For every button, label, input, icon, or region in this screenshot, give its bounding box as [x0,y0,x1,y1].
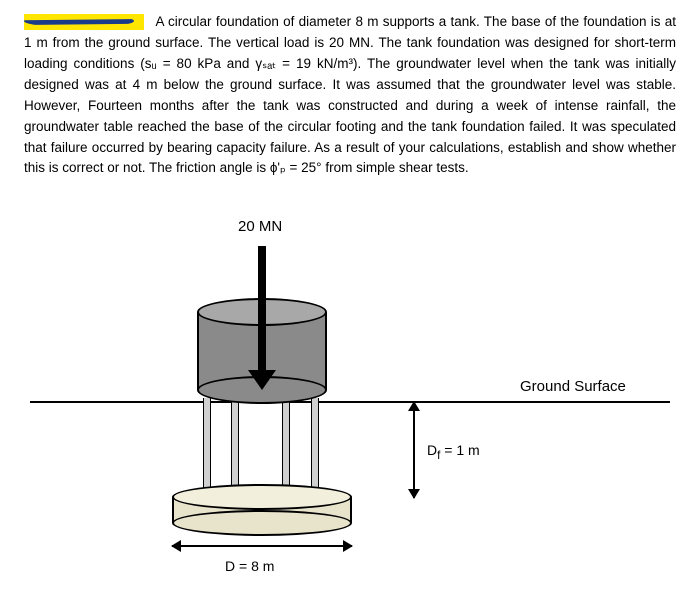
load-arrow-icon [258,246,266,374]
depth-label: Df = 1 m [427,442,480,462]
depth-dimension-arrow-icon [413,402,415,498]
problem-body: A circular foundation of diameter 8 m su… [24,14,676,175]
tank-leg [311,398,319,496]
foundation-bottom [172,510,352,536]
redaction-highlight [24,14,144,30]
foundation-diagram: 20 MN Ground Surface Df = 1 m D = 8 m [0,210,700,590]
diameter-label: D = 8 m [225,558,274,574]
load-label: 20 MN [238,218,282,235]
ground-surface-label: Ground Surface [520,378,626,395]
foundation-top [172,484,352,510]
tank-leg [203,398,211,496]
diameter-dimension-arrow-icon [172,545,352,547]
ground-line [30,401,670,403]
problem-text: A circular foundation of diameter 8 m su… [0,0,700,179]
